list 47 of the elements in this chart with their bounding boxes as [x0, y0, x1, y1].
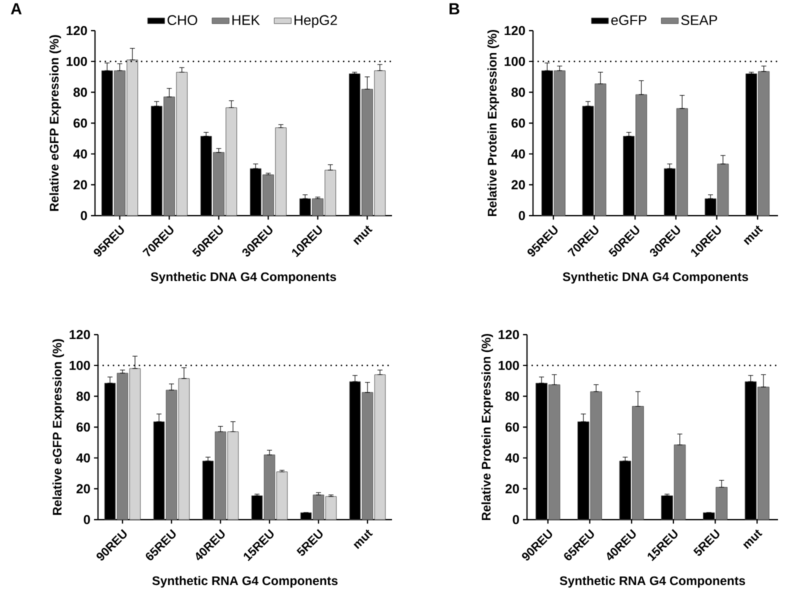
y-tick-label: 80: [512, 88, 525, 98]
y-tick-label: 100: [504, 57, 525, 66]
y-tick-label: 100: [70, 361, 90, 370]
y-tick-label: 60: [74, 118, 87, 128]
y-tick-label: 0: [80, 211, 87, 220]
y-tick-label: 80: [506, 392, 519, 402]
y-tick-label: 0: [518, 211, 525, 220]
x-tick-label: mut: [744, 226, 763, 246]
y-tick-label: 40: [73, 150, 87, 159]
legend-label: HepG2: [294, 15, 337, 28]
y-tick-label: 20: [512, 180, 525, 190]
y-tick-label: 20: [506, 484, 519, 494]
y-axis-title: Relative eGFP Expression (%): [49, 35, 62, 212]
y-tick-label: 60: [506, 422, 519, 432]
x-axis-title: Synthetic DNA G4 Components: [562, 272, 748, 284]
x-axis-title: Synthetic RNA G4 Components: [152, 576, 338, 588]
y-axis-title: Relative Protein Expression (%): [481, 334, 494, 520]
y-tick-label: 0: [512, 515, 519, 524]
legend-label: SEAP: [681, 15, 718, 26]
y-tick-label: 120: [70, 330, 90, 340]
x-axis-title: Synthetic RNA G4 Components: [560, 576, 746, 588]
y-tick-label: 60: [76, 422, 90, 432]
legend-label: CHO: [168, 15, 198, 26]
y-tick-label: 120: [498, 330, 519, 340]
legend-label: HEK: [232, 15, 260, 26]
x-tick-label: mut: [743, 530, 762, 550]
y-tick-label: 20: [74, 180, 87, 190]
y-tick-label: 80: [74, 88, 87, 98]
y-axis-title: Relative Protein Expression (%): [487, 30, 500, 216]
text: B: [450, 4, 460, 14]
y-tick-label: 120: [66, 26, 87, 36]
y-tick-label: 20: [76, 484, 90, 494]
y-tick-label: 100: [498, 361, 519, 370]
x-axis-title: Synthetic DNA G4 Components: [150, 272, 336, 284]
y-tick-label: 0: [84, 515, 90, 524]
legend-label: eGFP: [611, 15, 646, 26]
x-tick-label: mut: [353, 226, 373, 246]
y-axis-title: Relative eGFP Expression (%): [52, 339, 64, 516]
y-tick-label: 80: [76, 392, 90, 402]
y-tick-label: 40: [76, 454, 90, 463]
y-tick-label: 40: [505, 454, 519, 463]
y-tick-label: 60: [512, 118, 525, 128]
y-tick-label: 40: [511, 150, 525, 159]
y-tick-label: 120: [504, 26, 525, 36]
y-tick-label: 100: [66, 57, 87, 66]
text: A: [10, 4, 22, 14]
x-tick-label: mut: [354, 530, 373, 550]
